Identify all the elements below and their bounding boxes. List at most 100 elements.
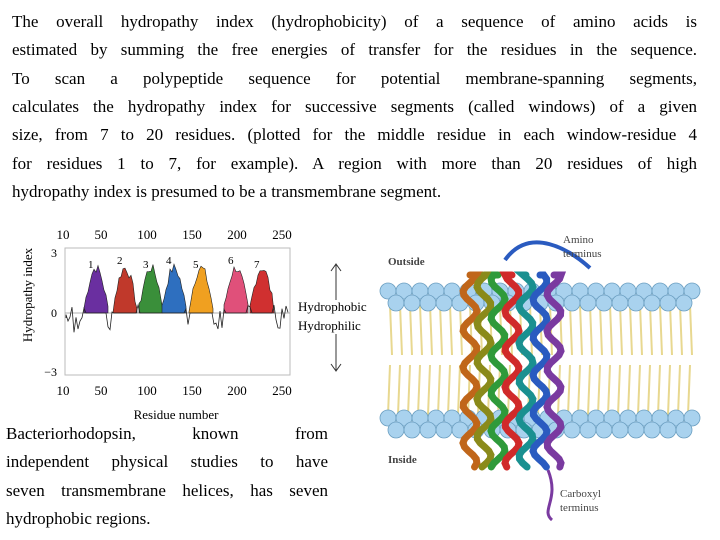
peak-label: 6 [228, 255, 234, 267]
helix [473, 271, 496, 471]
y-tick-label: −3 [44, 365, 57, 379]
lipid-head [659, 294, 677, 312]
helix [513, 271, 537, 471]
inside-label: Inside [388, 454, 417, 466]
helix [459, 271, 484, 471]
lipid-head [387, 421, 405, 439]
lipid-tail [409, 304, 413, 356]
loop [546, 469, 554, 522]
hydrophobic-peak [249, 270, 275, 314]
lipid-tail [437, 364, 441, 416]
lipid-head [595, 421, 613, 439]
y-tick-label: 0 [51, 306, 57, 320]
lipid-head [579, 294, 597, 312]
lipid-tail [627, 364, 631, 416]
hydrophobic-label: Hydrophobic [298, 299, 367, 314]
lipid-head [627, 294, 645, 312]
bottom-tick-label: 50 [95, 383, 108, 398]
paragraph-line: To scan a polypeptide sequence for poten… [12, 68, 697, 88]
paragraph-line: calculates the hydropathy index for succ… [12, 96, 697, 116]
lipid-head [595, 294, 613, 312]
lipid-tail [389, 304, 393, 356]
lipid-head [419, 294, 437, 312]
lipid-tail [647, 364, 651, 416]
peak-label: 1 [88, 259, 94, 271]
amino-label: Amino [563, 234, 594, 246]
lipid-tail [587, 364, 591, 416]
lipid-head [643, 294, 661, 312]
caption-line: Bacteriorhodopsin, known from [6, 424, 328, 443]
lipid-head [403, 421, 421, 439]
lipid-tail [399, 304, 403, 356]
caption-line: independent physical studies to have [6, 452, 328, 472]
lipid-tail [419, 304, 423, 356]
lipid-head [435, 294, 453, 312]
paragraph-line: hydropathy index is presumed to be a tra… [12, 181, 442, 201]
helix [487, 271, 509, 471]
lipid-tail [457, 364, 461, 416]
lipid-tail [617, 364, 621, 416]
arrow-up-head [330, 263, 342, 272]
hydrophobic-peak [83, 264, 109, 314]
x-axis-label: Residue number [134, 407, 220, 422]
lipid-tail [599, 304, 603, 356]
hydrophobic-peak [112, 267, 138, 314]
lipid-tail [669, 304, 673, 356]
hydrophilic-label: Hydrophilic [298, 318, 361, 333]
lipid-head [611, 294, 629, 312]
lipid-tail [629, 304, 633, 356]
lipid-tail [659, 304, 663, 356]
top-tick-label: 10 [57, 227, 70, 242]
top-tick-label: 250 [272, 227, 292, 242]
lipid-tail [687, 364, 691, 416]
lipid-tail [569, 304, 573, 356]
paragraph-line: estimated by summing the free energies o… [12, 40, 697, 60]
top-tick-label: 200 [227, 227, 247, 242]
lipid-tail [639, 304, 643, 356]
lipid-tail [679, 304, 683, 356]
top-tick-label: 100 [137, 227, 157, 242]
lipid-tail [469, 304, 473, 356]
lipid-head [611, 421, 629, 439]
top-tick-label: 150 [182, 227, 202, 242]
y-tick-label: 3 [51, 246, 57, 260]
carboxyl-label: terminus [560, 502, 599, 514]
caption-line: hydrophobic regions. [6, 508, 151, 528]
paragraph-line: The overall hydropathy index (hydrophobi… [12, 12, 697, 31]
lipid-tail [439, 304, 443, 356]
lipid-head [579, 421, 597, 439]
lipid-tail [677, 364, 681, 416]
peak-label: 7 [254, 259, 260, 271]
lipid-head [659, 421, 677, 439]
peak-label: 2 [117, 255, 123, 267]
lipid-tail [397, 364, 401, 416]
lipid-head [675, 421, 693, 439]
lipid-head [403, 294, 421, 312]
helix [543, 271, 567, 471]
lipid-head [435, 421, 453, 439]
lipid-tail [689, 304, 693, 356]
lipid-head [683, 282, 701, 300]
lipid-tail [649, 304, 653, 356]
helix [529, 271, 551, 471]
lipid-head [419, 421, 437, 439]
lipid-tail [579, 304, 583, 356]
peak-label: 3 [143, 259, 149, 271]
lipid-head [563, 421, 581, 439]
bottom-tick-label: 150 [182, 383, 202, 398]
lipid-tail [387, 364, 391, 416]
outside-label: Outside [388, 256, 425, 268]
y-axis-label: Hydropathy index [20, 247, 35, 342]
helix [499, 271, 523, 471]
bottom-tick-label: 250 [272, 383, 292, 398]
amino-label: terminus [563, 248, 602, 260]
hydrophobic-peak [223, 265, 249, 314]
lipid-tail [589, 304, 593, 356]
lipid-head [387, 294, 405, 312]
bottom-tick-label: 10 [57, 383, 70, 398]
loop [503, 240, 592, 270]
peak-label: 5 [193, 259, 199, 271]
plot-frame [64, 247, 291, 376]
lipid-head [683, 409, 701, 427]
